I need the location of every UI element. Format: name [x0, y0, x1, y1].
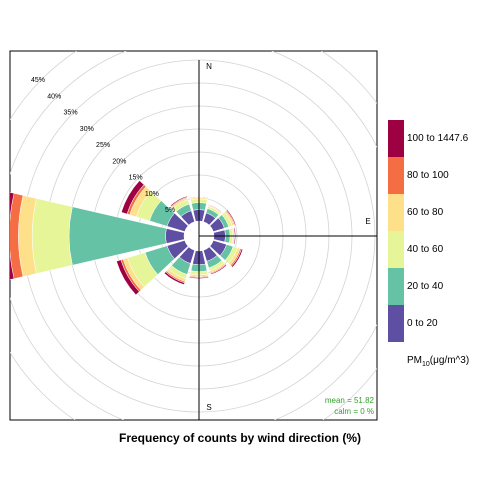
- wind-bars: [10, 180, 244, 296]
- legend-swatch: [388, 120, 404, 157]
- mean-annotation: mean = 51.82: [325, 396, 375, 405]
- legend-title: PM10(μg/m^3): [407, 355, 469, 368]
- bar-dir180-bin6: [189, 276, 209, 279]
- bar-dir30-bin6: [208, 204, 222, 213]
- bar-dir270-bin3: [31, 198, 73, 274]
- bar-dir60-bin6: [226, 209, 237, 226]
- legend-label: 100 to 1447.6: [407, 133, 469, 144]
- bar-dir210-bin6: [163, 271, 185, 285]
- legend-swatch: [388, 157, 404, 194]
- legend-swatch: [388, 194, 404, 231]
- legend-label: 0 to 20: [407, 318, 438, 329]
- x-axis-label: Frequency of counts by wind direction (%…: [118, 431, 361, 445]
- radial-tick-label: 40%: [47, 93, 61, 100]
- radial-tick-label: 30%: [80, 126, 94, 133]
- radial-tick-labels: 5% 10% 15% 20% 25% 30% 35% 40% 45%: [31, 77, 175, 214]
- radial-tick-label: 25%: [96, 142, 110, 149]
- bar-dir150-bin6: [210, 264, 227, 275]
- legend-label: 40 to 60: [407, 244, 444, 255]
- bar-dir330-bin6: [170, 195, 188, 207]
- legend-label: 20 to 40: [407, 281, 444, 292]
- compass-e: E: [365, 217, 370, 226]
- compass-s: S: [206, 403, 211, 412]
- calm-annotation: calm = 0 %: [334, 407, 374, 416]
- radial-tick-label: 45%: [31, 77, 45, 84]
- radial-tick-label: 35%: [64, 110, 78, 117]
- legend-swatch: [388, 305, 404, 342]
- radial-tick-label: 15%: [129, 175, 143, 182]
- bar-dir240-bin6: [116, 259, 140, 296]
- radial-tick-label: 10%: [145, 191, 159, 198]
- legend-label: 60 to 80: [407, 207, 444, 218]
- legend-swatch: [388, 231, 404, 268]
- legend-title-subscript: 10: [422, 361, 430, 368]
- bar-dir0-bin6: [189, 196, 209, 199]
- bar-dir270-bin6: [10, 192, 15, 280]
- bar-dir300-bin6: [120, 180, 145, 215]
- legend-title-suffix: (μg/m^3): [429, 355, 470, 366]
- radial-tick-label: 5%: [165, 207, 175, 214]
- legend-label: 80 to 100: [407, 170, 449, 181]
- compass-axes: [198, 60, 377, 420]
- bar-dir120-bin6: [231, 248, 244, 268]
- legend-title-prefix: PM: [407, 355, 422, 366]
- radial-tick-label: 20%: [112, 158, 126, 165]
- compass-n: N: [206, 62, 212, 71]
- legend-swatch: [388, 268, 404, 305]
